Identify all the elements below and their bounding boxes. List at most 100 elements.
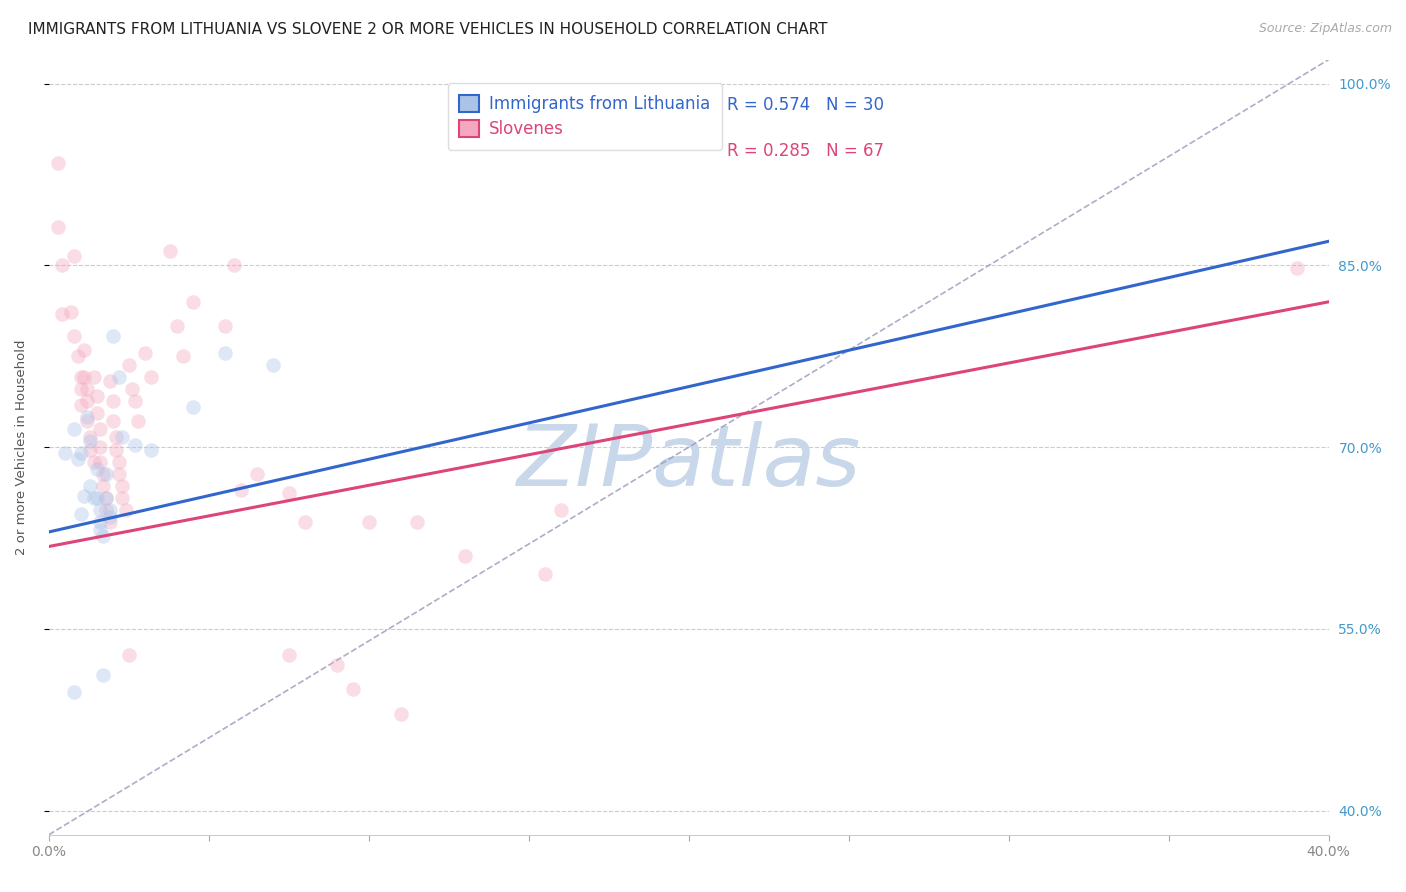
Point	[246, 467, 269, 481]
Point	[262, 358, 284, 372]
Point	[53, 446, 76, 460]
Point	[73, 343, 96, 358]
Point	[181, 294, 204, 309]
Point	[66, 452, 89, 467]
Point	[96, 503, 118, 517]
Point	[114, 503, 136, 517]
Point	[111, 430, 134, 444]
Point	[63, 422, 86, 436]
Point	[105, 430, 128, 444]
Point	[118, 648, 141, 663]
Point	[96, 491, 118, 505]
Point	[124, 438, 146, 452]
Point	[89, 422, 111, 436]
Point	[141, 370, 163, 384]
Point	[105, 442, 128, 457]
Point	[326, 658, 349, 673]
Point	[86, 389, 108, 403]
Point	[63, 328, 86, 343]
Point	[124, 394, 146, 409]
Text: Source: ZipAtlas.com: Source: ZipAtlas.com	[1258, 22, 1392, 36]
Point	[108, 455, 131, 469]
Y-axis label: 2 or more Vehicles in Household: 2 or more Vehicles in Household	[15, 340, 28, 555]
Point	[89, 503, 111, 517]
Point	[48, 219, 70, 234]
Point	[69, 446, 91, 460]
Point	[550, 503, 572, 517]
Point	[79, 479, 101, 493]
Point	[89, 440, 111, 454]
Point	[111, 491, 134, 505]
Point	[51, 307, 73, 321]
Point	[533, 567, 555, 582]
Point	[69, 370, 91, 384]
Point	[214, 319, 236, 334]
Point	[91, 467, 114, 481]
Point	[277, 486, 299, 500]
Legend: Immigrants from Lithuania, Slovenes: Immigrants from Lithuania, Slovenes	[447, 84, 723, 150]
Point	[172, 349, 194, 363]
Point	[224, 259, 246, 273]
Point	[76, 413, 98, 427]
Point	[98, 510, 121, 524]
Point	[91, 528, 114, 542]
Point	[214, 345, 236, 359]
Point	[66, 349, 89, 363]
Point	[83, 370, 105, 384]
Point	[91, 479, 114, 493]
Text: ZIPatlas: ZIPatlas	[516, 421, 860, 504]
Point	[79, 430, 101, 444]
Text: R = 0.574   N = 30: R = 0.574 N = 30	[727, 95, 884, 113]
Point	[342, 682, 364, 697]
Point	[98, 515, 121, 529]
Point	[79, 442, 101, 457]
Point	[134, 345, 156, 359]
Point	[1285, 260, 1308, 275]
Point	[63, 685, 86, 699]
Point	[294, 515, 316, 529]
Point	[127, 413, 149, 427]
Point	[69, 507, 91, 521]
Point	[277, 648, 299, 663]
Point	[108, 467, 131, 481]
Point	[101, 413, 124, 427]
Point	[96, 467, 118, 481]
Point	[101, 394, 124, 409]
Point	[79, 434, 101, 449]
Point	[51, 259, 73, 273]
Point	[121, 382, 143, 396]
Point	[86, 462, 108, 476]
Point	[96, 491, 118, 505]
Point	[357, 515, 380, 529]
Point	[86, 491, 108, 505]
Point	[89, 515, 111, 529]
Point	[73, 370, 96, 384]
Point	[89, 523, 111, 537]
Point	[405, 515, 427, 529]
Point	[141, 442, 163, 457]
Point	[111, 479, 134, 493]
Point	[98, 503, 121, 517]
Point	[181, 401, 204, 415]
Point	[91, 668, 114, 682]
Point	[76, 409, 98, 424]
Point	[108, 370, 131, 384]
Point	[454, 549, 477, 564]
Text: IMMIGRANTS FROM LITHUANIA VS SLOVENE 2 OR MORE VEHICLES IN HOUSEHOLD CORRELATION: IMMIGRANTS FROM LITHUANIA VS SLOVENE 2 O…	[28, 22, 828, 37]
Point	[76, 394, 98, 409]
Point	[229, 483, 252, 497]
Point	[389, 706, 412, 721]
Point	[48, 155, 70, 169]
Point	[69, 398, 91, 412]
Point	[98, 374, 121, 388]
Point	[89, 455, 111, 469]
Point	[73, 489, 96, 503]
Text: R = 0.285   N = 67: R = 0.285 N = 67	[727, 142, 884, 160]
Point	[166, 319, 188, 334]
Point	[86, 406, 108, 420]
Point	[69, 382, 91, 396]
Point	[76, 382, 98, 396]
Point	[60, 304, 83, 318]
Point	[83, 491, 105, 505]
Point	[63, 249, 86, 263]
